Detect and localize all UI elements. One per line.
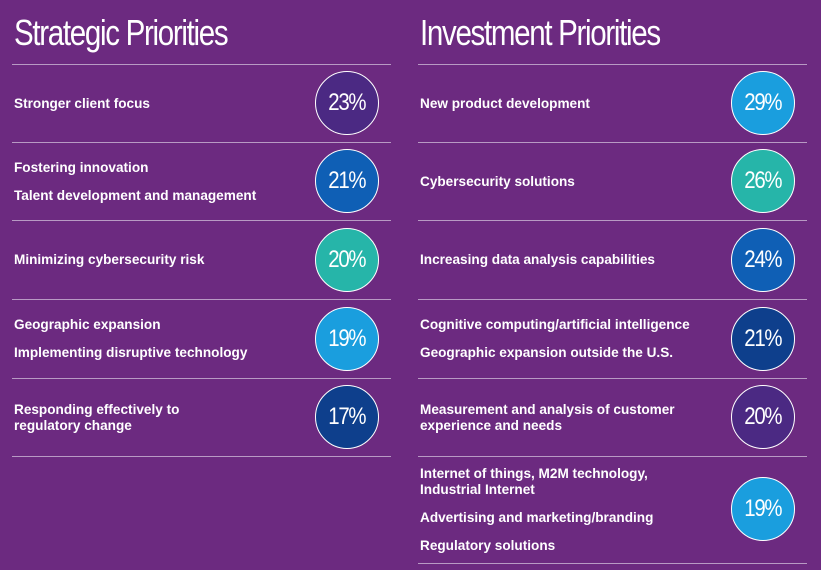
percent-value: 17% (328, 403, 366, 430)
percent-value: 20% (744, 403, 782, 430)
divider (12, 64, 391, 65)
priority-label: Implementing disruptive technology (14, 345, 248, 360)
investment-row: New product development 29% (420, 65, 807, 142)
percent-circle: 20% (315, 228, 379, 292)
row-labels: New product development (420, 65, 717, 142)
percent-value: 29% (744, 89, 782, 116)
investment-row: Increasing data analysis capabilities 24… (420, 221, 807, 299)
percent-value: 21% (328, 167, 366, 194)
investment-row: Cybersecurity solutions 26% (420, 143, 807, 220)
row-labels: Stronger client focus (14, 65, 301, 142)
percent-circle: 17% (315, 385, 379, 449)
investment-priorities-title: Investment Priorities (420, 12, 661, 53)
divider (418, 563, 807, 564)
percent-circle: 19% (315, 307, 379, 371)
priority-label: Geographic expansion (14, 317, 161, 332)
divider (418, 220, 807, 221)
strategic-row: Minimizing cybersecurity risk 20% (14, 221, 391, 299)
divider (418, 299, 807, 300)
divider (12, 299, 391, 300)
investment-row: Measurement and analysis of customer exp… (420, 379, 807, 456)
row-labels: Geographic expansion Implementing disrup… (14, 300, 301, 378)
investment-row: Internet of things, M2M technology, Indu… (420, 457, 807, 562)
percent-value: 20% (328, 246, 366, 273)
percent-value: 26% (744, 167, 782, 194)
priority-label: Cognitive computing/artificial intellige… (420, 317, 690, 332)
percent-circle: 23% (315, 71, 379, 135)
priority-label: Measurement and analysis of customer exp… (420, 401, 675, 433)
divider (418, 378, 807, 379)
percent-value: 19% (328, 325, 366, 352)
priority-label: Fostering innovation (14, 159, 149, 175)
row-labels: Responding effectively to regulatory cha… (14, 379, 241, 456)
percent-value: 24% (744, 246, 782, 273)
divider (12, 220, 391, 221)
investment-row: Cognitive computing/artificial intellige… (420, 300, 807, 378)
percent-value: 19% (744, 495, 782, 522)
strategic-priorities-title: Strategic Priorities (14, 12, 229, 53)
percent-circle: 21% (315, 149, 379, 213)
strategic-row: Geographic expansion Implementing disrup… (14, 300, 391, 378)
priority-label: Responding effectively to regulatory cha… (14, 401, 180, 433)
percent-circle: 24% (731, 228, 795, 292)
row-labels: Cybersecurity solutions (420, 143, 717, 220)
row-labels: Increasing data analysis capabilities (420, 221, 717, 299)
priority-label: Cybersecurity solutions (420, 173, 575, 189)
row-labels: Cognitive computing/artificial intellige… (420, 300, 717, 378)
divider (418, 64, 807, 65)
percent-value: 23% (328, 89, 366, 116)
strategic-row: Fostering innovation Talent development … (14, 143, 391, 220)
percent-value: 21% (744, 325, 782, 352)
percent-circle: 20% (731, 385, 795, 449)
divider (12, 142, 391, 143)
divider (12, 378, 391, 379)
percent-circle: 21% (731, 307, 795, 371)
priority-label: Regulatory solutions (420, 537, 556, 553)
priority-label: Geographic expansion outside the U.S. (420, 345, 674, 360)
row-labels: Measurement and analysis of customer exp… (420, 379, 707, 456)
strategic-row: Stronger client focus 23% (14, 65, 391, 142)
row-labels: Minimizing cybersecurity risk (14, 221, 301, 299)
percent-circle: 26% (731, 149, 795, 213)
priority-label: Stronger client focus (14, 95, 150, 111)
priority-label: Talent development and management (14, 187, 257, 203)
divider (418, 456, 807, 457)
percent-circle: 19% (731, 477, 795, 541)
priority-label: New product development (420, 95, 590, 111)
divider (12, 456, 391, 457)
priority-label: Minimizing cybersecurity risk (14, 252, 205, 267)
row-labels: Internet of things, M2M technology, Indu… (420, 457, 677, 562)
percent-circle: 29% (731, 71, 795, 135)
priority-label: Advertising and marketing/branding (420, 509, 654, 525)
row-labels: Fostering innovation Talent development … (14, 143, 301, 220)
priority-label: Increasing data analysis capabilities (420, 252, 655, 267)
priority-label: Internet of things, M2M technology, Indu… (420, 465, 648, 497)
divider (418, 142, 807, 143)
strategic-row: Responding effectively to regulatory cha… (14, 379, 391, 456)
